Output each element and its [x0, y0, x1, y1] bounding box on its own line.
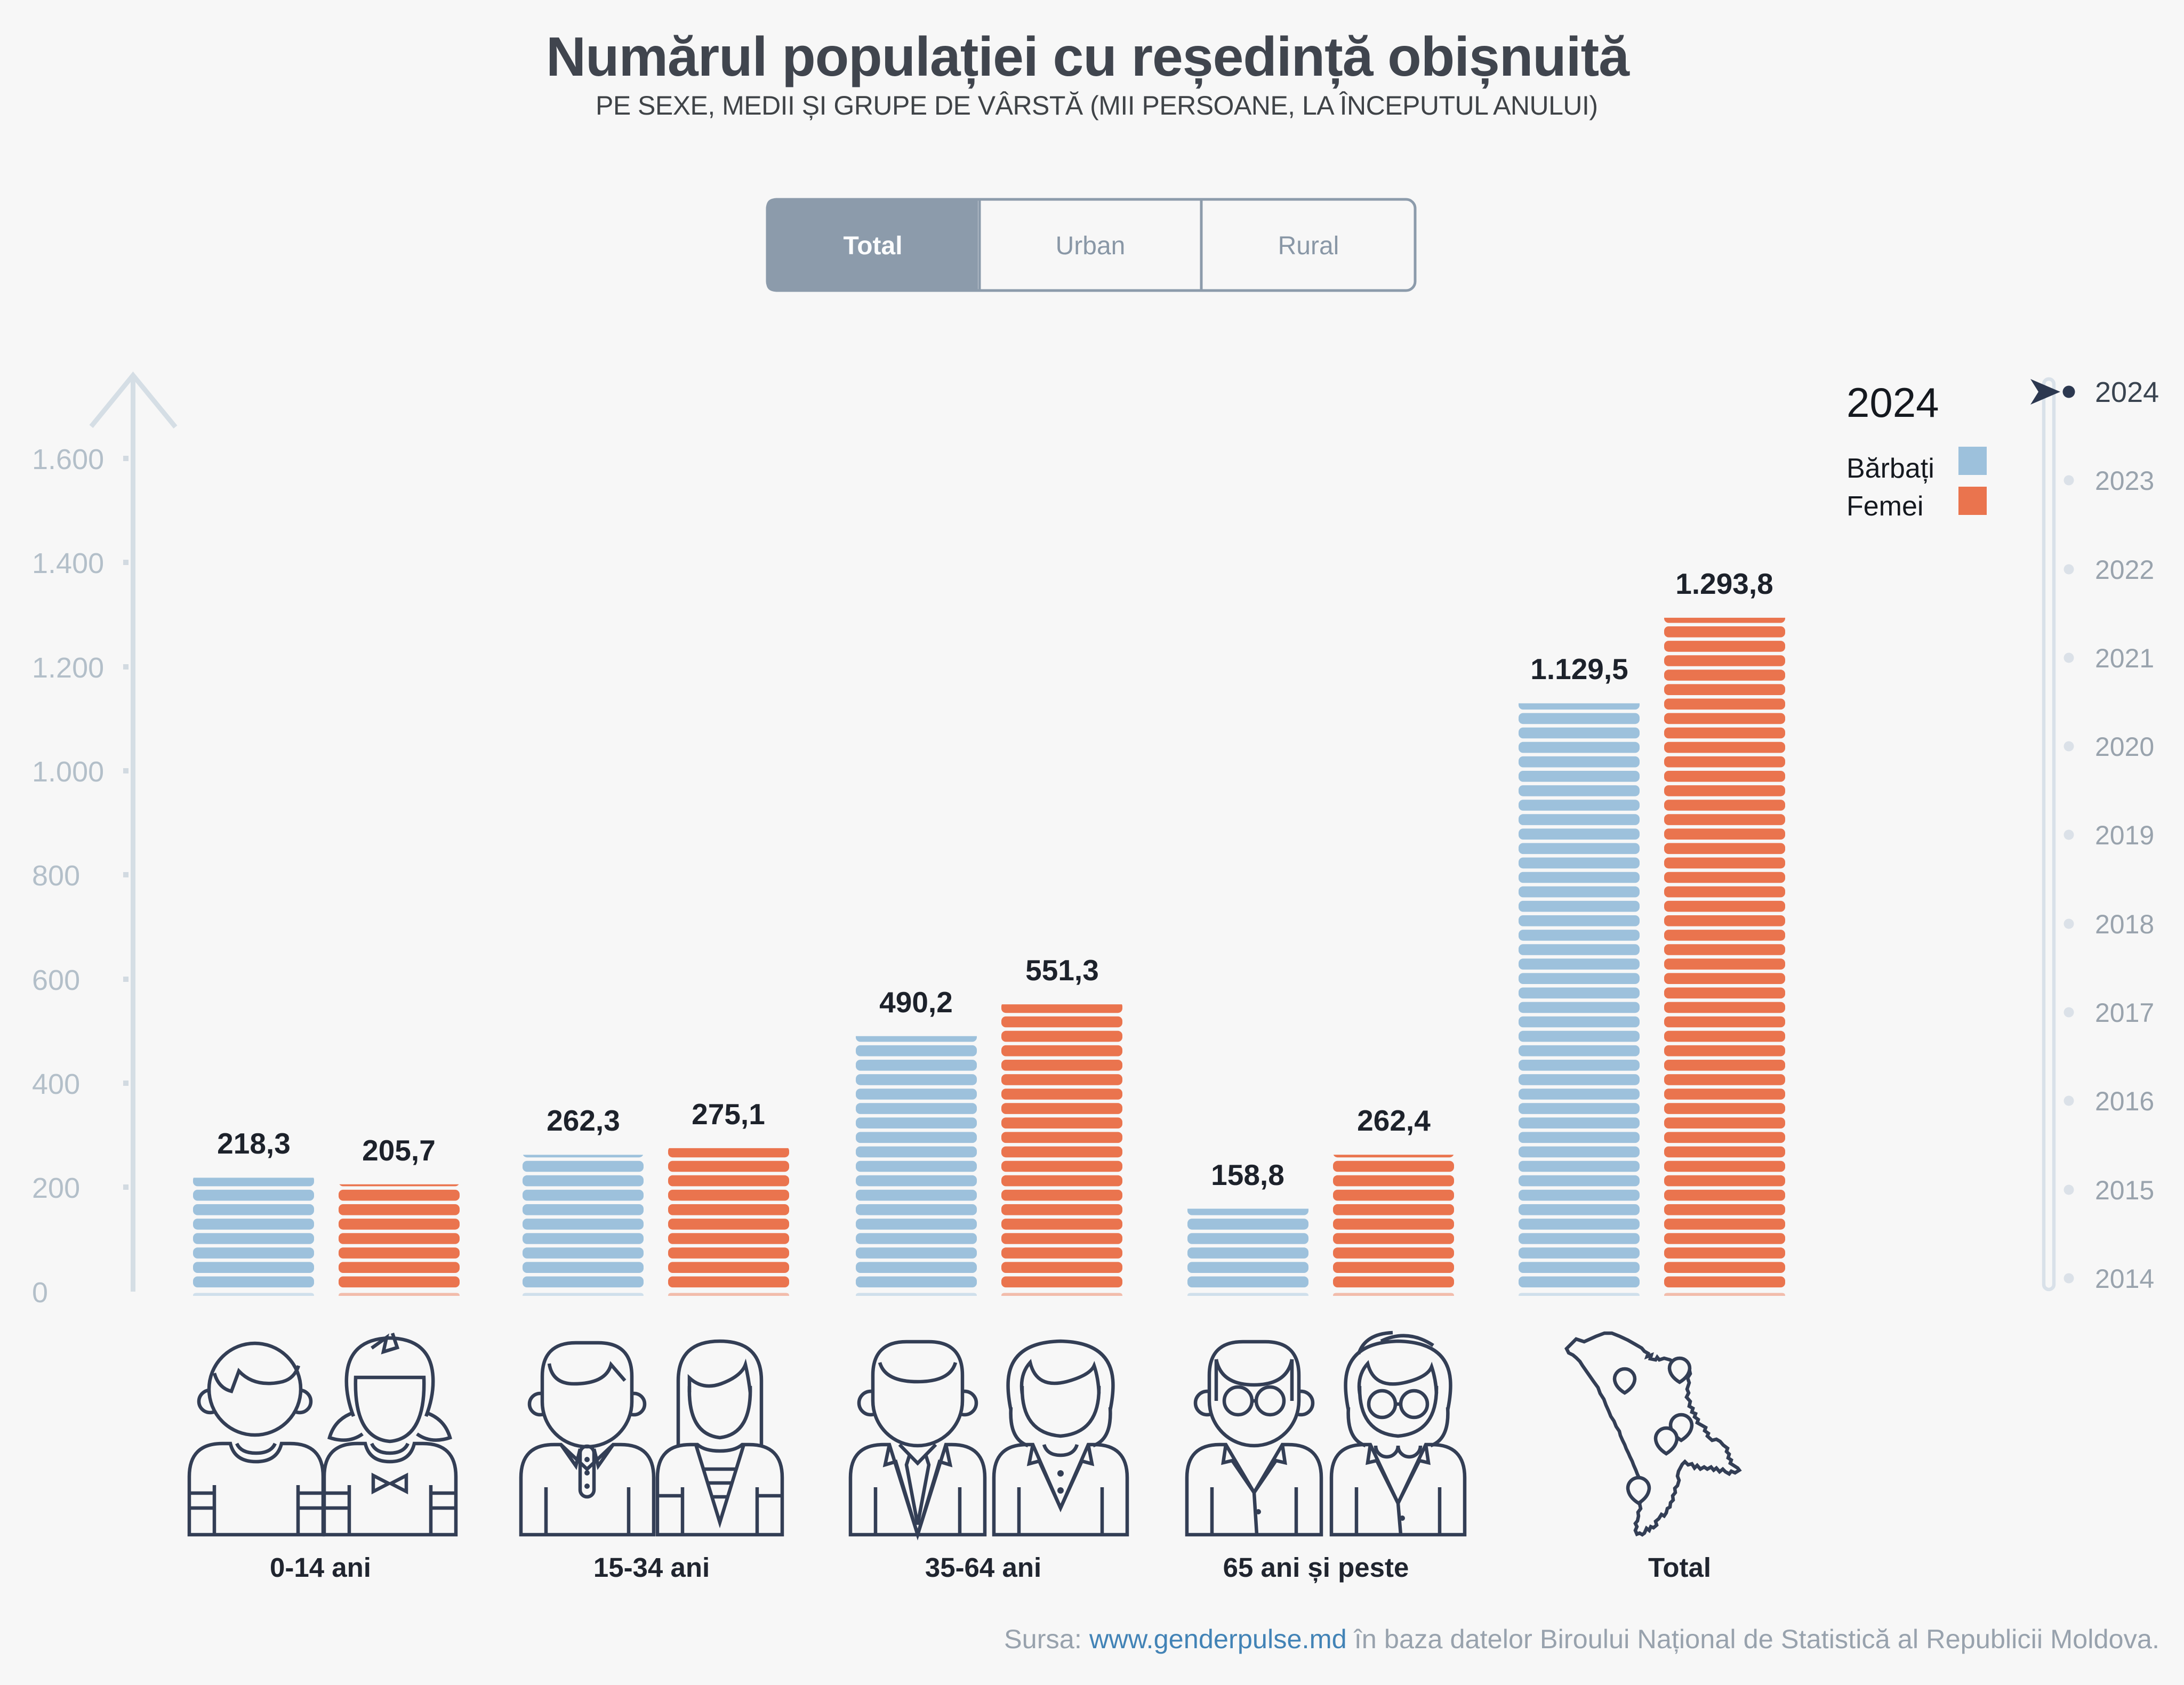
svg-text:1.600: 1.600: [32, 444, 104, 475]
svg-text:65 ani și peste: 65 ani și peste: [1223, 1552, 1409, 1583]
svg-text:0-14 ani: 0-14 ani: [270, 1552, 371, 1583]
svg-text:Numărul populației cu reședinț: Numărul populației cu reședință obișnuit…: [546, 26, 1630, 88]
svg-text:2015: 2015: [2095, 1175, 2154, 1205]
svg-text:490,2: 490,2: [879, 986, 953, 1019]
svg-text:551,3: 551,3: [1025, 954, 1099, 987]
svg-text:400: 400: [32, 1068, 80, 1100]
svg-text:205,7: 205,7: [362, 1134, 436, 1167]
svg-text:2022: 2022: [2095, 555, 2154, 585]
svg-text:2023: 2023: [2095, 466, 2154, 496]
svg-text:1.293,8: 1.293,8: [1675, 567, 1773, 600]
svg-text:262,4: 262,4: [1357, 1104, 1431, 1137]
svg-text:1.400: 1.400: [32, 547, 104, 579]
svg-text:2014: 2014: [2095, 1264, 2154, 1294]
svg-text:2021: 2021: [2095, 643, 2154, 673]
svg-text:Sursa: www.genderpulse.md în b: Sursa: www.genderpulse.md în baza datelo…: [1004, 1624, 2159, 1654]
svg-text:Femei: Femei: [1846, 491, 1923, 522]
svg-text:2020: 2020: [2095, 732, 2154, 762]
svg-text:Total: Total: [843, 232, 902, 260]
svg-text:Rural: Rural: [1278, 232, 1339, 260]
svg-text:158,8: 158,8: [1211, 1158, 1284, 1191]
svg-text:262,3: 262,3: [547, 1104, 620, 1137]
svg-text:600: 600: [32, 964, 80, 996]
svg-text:Bărbați: Bărbați: [1846, 453, 1934, 484]
svg-text:1.000: 1.000: [32, 756, 104, 788]
svg-text:PE SEXE, MEDII ȘI GRUPE DE VÂR: PE SEXE, MEDII ȘI GRUPE DE VÂRSTĂ (MII P…: [596, 91, 1598, 120]
svg-text:35-64 ani: 35-64 ani: [925, 1552, 1041, 1583]
svg-text:1.200: 1.200: [32, 652, 104, 684]
svg-text:Total: Total: [1648, 1552, 1711, 1583]
svg-text:2024: 2024: [2095, 376, 2159, 408]
svg-text:2024: 2024: [1846, 379, 1939, 426]
svg-text:2017: 2017: [2095, 998, 2154, 1028]
svg-text:15-34 ani: 15-34 ani: [593, 1552, 710, 1583]
svg-text:1.129,5: 1.129,5: [1530, 652, 1628, 686]
svg-text:275,1: 275,1: [692, 1098, 765, 1131]
svg-text:2018: 2018: [2095, 909, 2154, 939]
svg-text:2019: 2019: [2095, 820, 2154, 850]
svg-text:218,3: 218,3: [217, 1127, 291, 1160]
svg-text:0: 0: [32, 1277, 48, 1309]
svg-text:2016: 2016: [2095, 1086, 2154, 1116]
svg-text:Urban: Urban: [1056, 232, 1126, 260]
svg-text:800: 800: [32, 860, 80, 892]
svg-text:200: 200: [32, 1172, 80, 1204]
